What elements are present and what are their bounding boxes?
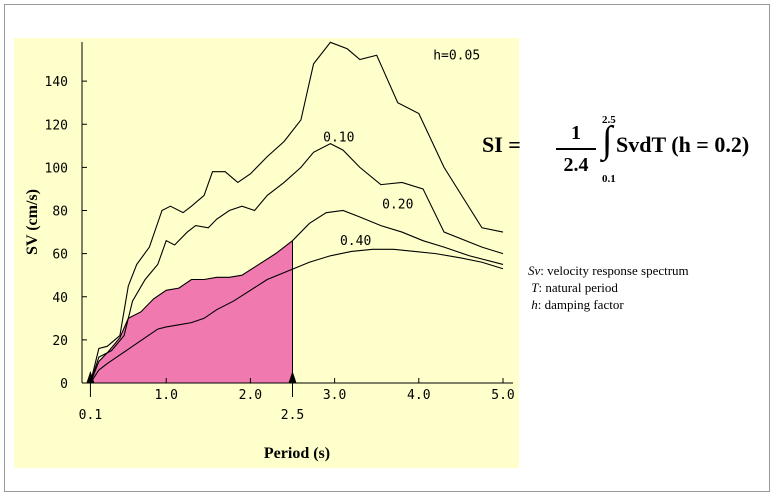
series-line-3	[89, 248, 504, 384]
formula-fraction: 1 2.4	[556, 120, 596, 178]
series-label: 0.40	[340, 234, 371, 249]
legend-row-t: T: natural period	[528, 279, 689, 296]
formula-lhs: SI =	[482, 132, 521, 157]
series-line-2	[89, 209, 504, 384]
marker-triangle	[86, 371, 95, 383]
y-tick-label: 100	[45, 161, 68, 176]
marker-label: 2.5	[281, 408, 304, 423]
formula-rhs: SvdT (h = 0.2)	[616, 132, 750, 157]
marker-triangle	[288, 371, 297, 383]
legend-symbol: h	[531, 297, 538, 312]
formula-denominator: 2.4	[563, 154, 589, 176]
symbol-legend: Sv: velocity response spectrum T: natura…	[528, 262, 689, 313]
legend-row-sv: Sv: velocity response spectrum	[528, 262, 689, 279]
integral-upper-limit: 2.5	[602, 114, 616, 126]
legend-text: : damping factor	[537, 297, 624, 312]
legend-text: : velocity response spectrum	[540, 263, 689, 278]
x-tick-label: 5.0	[491, 388, 514, 403]
series-label: h=0.05	[433, 49, 480, 64]
legend-symbol: T	[531, 280, 539, 295]
legend-symbol: Sv	[528, 263, 541, 278]
series-label: 0.10	[323, 131, 354, 146]
integral-sign: ∫	[602, 119, 613, 161]
integral-lower-limit: 0.1	[602, 173, 616, 185]
y-tick-label: 80	[52, 205, 68, 220]
y-tick-label: 120	[45, 118, 68, 133]
x-tick-label: 2.0	[239, 388, 262, 403]
si-formula: SI = 1 2.4 2.5 ∫ 0.1 SvdT (h = 0.2)	[482, 114, 772, 190]
y-tick-label: 140	[45, 75, 68, 90]
x-axis-title: Period (s)	[264, 445, 330, 462]
y-tick-label: 40	[52, 291, 68, 306]
x-tick-label: 3.0	[323, 388, 346, 403]
legend-text: : natural period	[538, 280, 618, 295]
series-line-1	[89, 143, 504, 384]
marker-label: 0.1	[79, 408, 102, 423]
y-tick-label: 20	[52, 334, 68, 349]
series-line-0	[89, 41, 504, 384]
formula-numerator: 1	[571, 122, 581, 144]
fraction-bar	[556, 148, 596, 150]
y-axis-title: SV (cm/s)	[24, 189, 41, 255]
series-label: 0.20	[382, 197, 413, 212]
shaded-area	[90, 240, 293, 383]
y-tick-label: 60	[52, 248, 68, 263]
chart-background	[14, 38, 519, 468]
legend-row-h: h: damping factor	[528, 296, 689, 313]
y-tick-label: 0	[60, 377, 68, 392]
x-tick-label: 4.0	[407, 388, 430, 403]
x-tick-label: 1.0	[154, 388, 177, 403]
